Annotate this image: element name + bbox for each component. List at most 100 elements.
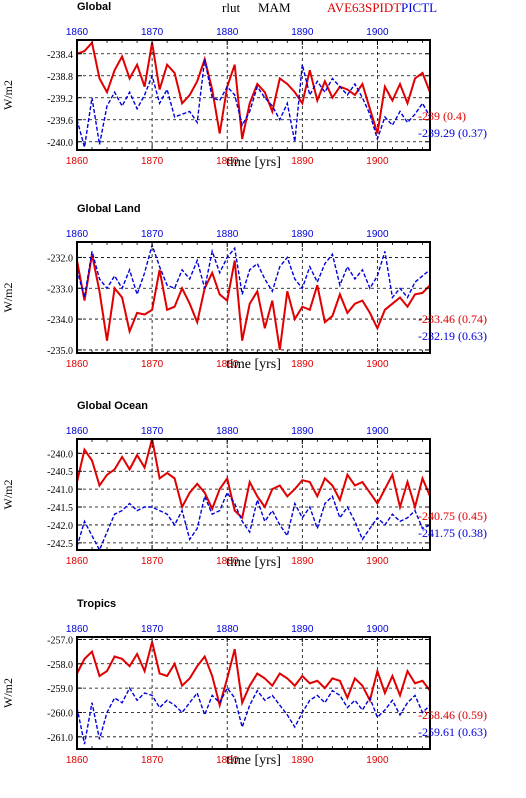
series-line-ctl: [76, 491, 431, 552]
ytick-label: -242.0: [47, 521, 73, 532]
panel-2: -240.0 -240.5 -241.0 -241.5 -242.0 -242.5 1860…: [1, 400, 487, 570]
panel-title: Tropics: [77, 598, 116, 610]
stat-label-exp: -233.46 (0.74): [418, 312, 487, 326]
x-axis-label: time [yrs]: [226, 155, 281, 170]
xtick-label-bottom: 1880: [216, 156, 239, 167]
xtick-label-bottom: 1890: [291, 156, 314, 167]
xtick-label-top: 1880: [216, 27, 239, 38]
ytick-label: -232.0: [47, 253, 73, 264]
ytick-label: -239.6: [47, 116, 73, 127]
ytick-label: -239.2: [47, 94, 73, 105]
x-axis-label: time [yrs]: [226, 357, 281, 372]
ytick-label: -234.0: [47, 315, 73, 326]
xtick-label-top: 1900: [366, 27, 389, 38]
xtick-label-top: 1890: [291, 229, 314, 240]
xtick-label-bottom: 1890: [291, 359, 314, 370]
xtick-label-top: 1860: [66, 27, 89, 38]
xtick-label-bottom: 1880: [216, 359, 239, 370]
x-axis-label: time [yrs]: [226, 753, 281, 768]
xtick-label-top: 1870: [141, 27, 164, 38]
xtick-label-bottom: 1880: [216, 556, 239, 567]
header-exp: AVE63SPIDT: [327, 0, 401, 15]
panel-1: -232.0 -233.0 -234.0 -235.0 1860 1860 1870 1870…: [1, 203, 487, 372]
ytick-label: -241.0: [47, 485, 73, 496]
ytick-label: -238.4: [47, 50, 73, 61]
y-axis-label: W/m2: [1, 80, 15, 110]
y-axis-label: W/m2: [1, 678, 15, 708]
panel-0: -238.4 -238.8 -239.2 -239.6 -240.0 1860 1860 18…: [1, 1, 487, 170]
xtick-label-top: 1880: [216, 624, 239, 635]
xtick-label-bottom: 1860: [66, 156, 89, 167]
xtick-label-top: 1870: [141, 426, 164, 437]
xtick-label-bottom: 1870: [141, 556, 164, 567]
xtick-label-bottom: 1870: [141, 156, 164, 167]
xtick-label-bottom: 1900: [366, 359, 389, 370]
xtick-label-top: 1870: [141, 229, 164, 240]
panel-title: Global Ocean: [77, 400, 148, 412]
ytick-label: -240.0: [47, 449, 73, 460]
series-line-exp: [76, 641, 431, 710]
header-variable: rlut: [222, 0, 240, 15]
panels: -238.4 -238.8 -239.2 -239.6 -240.0 1860 1860 18…: [1, 1, 487, 768]
xtick-label-top: 1880: [216, 229, 239, 240]
xtick-label-bottom: 1900: [366, 156, 389, 167]
xtick-label-bottom: 1880: [216, 755, 239, 766]
xtick-label-top: 1860: [66, 624, 89, 635]
xtick-label-bottom: 1890: [291, 556, 314, 567]
xtick-label-top: 1870: [141, 624, 164, 635]
xtick-label-bottom: 1900: [366, 556, 389, 567]
y-axis-label: W/m2: [1, 480, 15, 510]
series-line-ctl: [76, 59, 431, 148]
ytick-label: -259.0: [47, 684, 73, 695]
ytick-label: -261.0: [47, 733, 73, 744]
y-axis-label: W/m2: [1, 283, 15, 313]
stat-label-exp: -239 (0.4): [418, 109, 466, 123]
xtick-label-top: 1890: [291, 27, 314, 38]
xtick-label-top: 1890: [291, 624, 314, 635]
xtick-label-top: 1900: [366, 624, 389, 635]
stat-label-exp: -258.46 (0.59): [418, 708, 487, 722]
xtick-label-bottom: 1890: [291, 755, 314, 766]
ytick-label: -233.0: [47, 284, 73, 295]
header-season: MAM: [258, 0, 291, 15]
plot-frame: [76, 438, 431, 551]
stat-label-ctl: -232.19 (0.63): [418, 329, 487, 343]
stat-label-ctl: -241.75 (0.38): [418, 526, 487, 540]
ytick-label: -260.0: [47, 708, 73, 719]
stat-label-ctl: -259.61 (0.63): [418, 725, 487, 739]
panel-title: Global: [77, 1, 111, 13]
ytick-label: -238.8: [47, 72, 73, 83]
xtick-label-bottom: 1870: [141, 755, 164, 766]
xtick-label-bottom: 1860: [66, 359, 89, 370]
ytick-label: -242.5: [47, 539, 73, 550]
ytick-label: -258.0: [47, 660, 73, 671]
plot-frame: [76, 241, 431, 354]
series-line-exp: [76, 438, 431, 520]
stat-label-exp: -240.75 (0.45): [418, 509, 487, 523]
plot-frame: [76, 39, 431, 151]
ytick-label: -257.0: [47, 635, 73, 646]
series-line-ctl: [76, 242, 431, 300]
series-line-exp: [76, 254, 431, 351]
xtick-label-top: 1890: [291, 426, 314, 437]
ytick-label: -235.0: [47, 346, 73, 357]
xtick-label-top: 1860: [66, 229, 89, 240]
xtick-label-top: 1880: [216, 426, 239, 437]
series-line-exp: [76, 40, 431, 140]
panel-title: Global Land: [77, 203, 141, 215]
ytick-label: -240.0: [47, 138, 73, 149]
xtick-label-bottom: 1870: [141, 359, 164, 370]
panel-3: -257.0 -258.0 -259.0 -260.0 -261.0 1860 1860 18…: [1, 598, 487, 768]
xtick-label-top: 1860: [66, 426, 89, 437]
ytick-label: -240.5: [47, 467, 73, 478]
header-ctl: PICTL: [401, 0, 437, 15]
ytick-label: -241.5: [47, 503, 73, 514]
xtick-label-top: 1900: [366, 426, 389, 437]
xtick-label-top: 1900: [366, 229, 389, 240]
xtick-label-bottom: 1900: [366, 755, 389, 766]
plot-frame: [76, 636, 431, 750]
series-line-ctl: [76, 686, 431, 745]
x-axis-label: time [yrs]: [226, 555, 281, 570]
xtick-label-bottom: 1860: [66, 755, 89, 766]
